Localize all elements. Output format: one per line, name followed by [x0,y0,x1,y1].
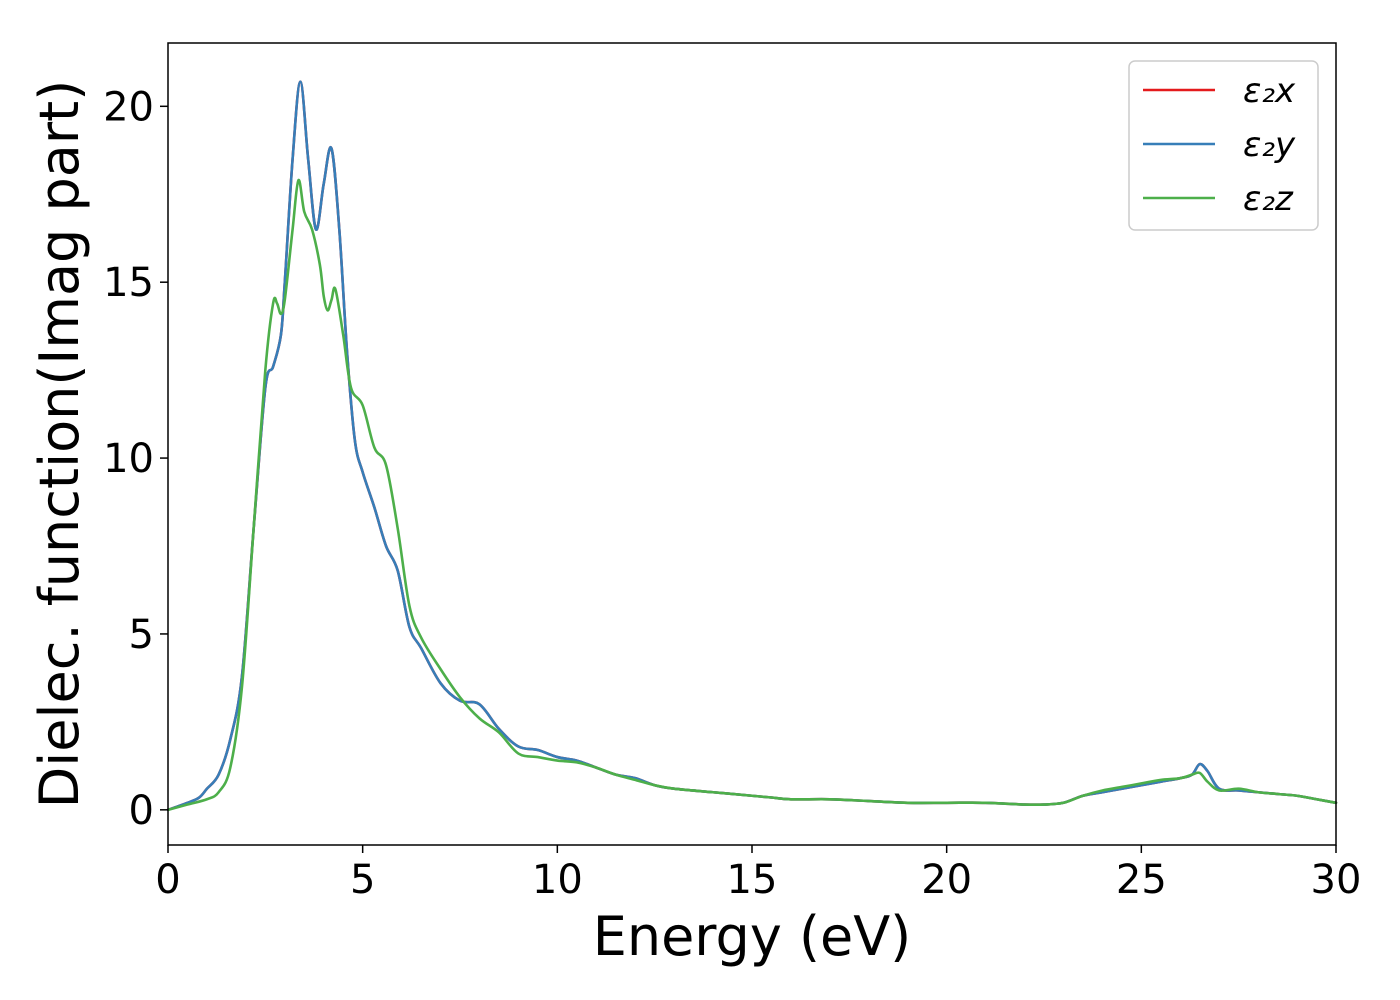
y-tick-label: 10 [103,436,154,482]
x-axis-label: Energy (eV) [593,905,912,968]
legend-box [1128,60,1319,231]
x-tick-label: 30 [1311,857,1362,903]
y-tick-label: 15 [103,260,154,306]
series-line-2 [166,178,1338,812]
x-tick-label: 20 [921,857,972,903]
x-tick-label: 5 [350,857,375,903]
legend: ε₂x ε₂y ε₂z [1128,60,1319,231]
x-axis-ticks: 0 5 10 15 20 25 30 [155,845,1361,903]
x-tick-label: 0 [155,857,180,903]
y-tick-label: 0 [129,788,154,834]
x-tick-label: 15 [727,857,778,903]
legend-label-1: ε₂y [1243,125,1296,165]
legend-items: ε₂x ε₂y ε₂z [1143,71,1296,219]
legend-label-0: ε₂x [1243,71,1296,111]
x-tick-label: 10 [532,857,583,903]
y-axis-label: Dielec. function(Imag part) [28,80,91,809]
x-tick-label: 25 [1116,857,1167,903]
legend-label-2: ε₂z [1243,179,1294,219]
y-tick-label: 20 [103,84,154,130]
y-tick-label: 5 [129,612,154,658]
y-axis-ticks: 0 5 10 15 20 [103,84,168,834]
series-layer [166,80,1338,812]
